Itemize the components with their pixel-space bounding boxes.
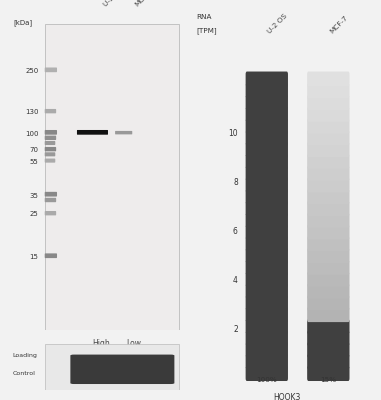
FancyBboxPatch shape: [246, 307, 288, 322]
FancyBboxPatch shape: [45, 141, 55, 145]
Text: 6: 6: [233, 227, 238, 236]
FancyBboxPatch shape: [307, 354, 349, 369]
Text: 70: 70: [29, 147, 38, 153]
Text: 55: 55: [30, 159, 38, 165]
Text: Control: Control: [12, 371, 35, 376]
FancyBboxPatch shape: [246, 366, 288, 381]
FancyBboxPatch shape: [307, 307, 349, 322]
FancyBboxPatch shape: [45, 344, 179, 390]
FancyBboxPatch shape: [246, 331, 288, 346]
FancyBboxPatch shape: [307, 236, 349, 252]
Text: [TPM]: [TPM]: [196, 27, 217, 34]
FancyBboxPatch shape: [307, 272, 349, 287]
Text: U-2 OS: U-2 OS: [267, 12, 289, 34]
FancyBboxPatch shape: [246, 201, 288, 216]
FancyBboxPatch shape: [246, 354, 288, 369]
FancyBboxPatch shape: [307, 142, 349, 157]
Text: HOOK3: HOOK3: [273, 393, 300, 400]
FancyBboxPatch shape: [307, 342, 349, 358]
FancyBboxPatch shape: [307, 260, 349, 275]
FancyBboxPatch shape: [246, 166, 288, 181]
FancyBboxPatch shape: [307, 201, 349, 216]
FancyBboxPatch shape: [307, 83, 349, 98]
FancyBboxPatch shape: [246, 72, 288, 86]
Text: 35: 35: [29, 193, 38, 199]
FancyBboxPatch shape: [246, 130, 288, 145]
Text: 10: 10: [228, 129, 238, 138]
Text: 15: 15: [29, 254, 38, 260]
FancyBboxPatch shape: [246, 272, 288, 287]
FancyBboxPatch shape: [45, 24, 179, 330]
Text: 130: 130: [25, 109, 38, 115]
Text: 4: 4: [233, 276, 238, 285]
FancyBboxPatch shape: [246, 213, 288, 228]
FancyBboxPatch shape: [307, 107, 349, 122]
FancyBboxPatch shape: [307, 154, 349, 169]
FancyBboxPatch shape: [307, 119, 349, 134]
FancyBboxPatch shape: [45, 152, 55, 156]
FancyBboxPatch shape: [246, 319, 288, 334]
FancyBboxPatch shape: [45, 68, 57, 72]
FancyBboxPatch shape: [45, 109, 56, 113]
FancyBboxPatch shape: [307, 284, 349, 298]
Text: MCF-7: MCF-7: [134, 0, 154, 8]
Text: 250: 250: [25, 68, 38, 74]
FancyBboxPatch shape: [307, 213, 349, 228]
FancyBboxPatch shape: [307, 130, 349, 145]
FancyBboxPatch shape: [115, 131, 132, 134]
FancyBboxPatch shape: [246, 236, 288, 252]
FancyBboxPatch shape: [246, 189, 288, 204]
FancyBboxPatch shape: [246, 295, 288, 310]
FancyBboxPatch shape: [246, 142, 288, 157]
FancyBboxPatch shape: [45, 130, 57, 135]
FancyBboxPatch shape: [246, 342, 288, 358]
Text: Low: Low: [126, 339, 141, 348]
FancyBboxPatch shape: [246, 225, 288, 240]
FancyBboxPatch shape: [70, 354, 174, 384]
FancyBboxPatch shape: [246, 260, 288, 275]
FancyBboxPatch shape: [246, 83, 288, 98]
FancyBboxPatch shape: [45, 158, 55, 163]
FancyBboxPatch shape: [246, 107, 288, 122]
FancyBboxPatch shape: [307, 166, 349, 181]
FancyBboxPatch shape: [246, 95, 288, 110]
Text: 100%: 100%: [256, 377, 277, 383]
FancyBboxPatch shape: [307, 331, 349, 346]
FancyBboxPatch shape: [45, 136, 56, 140]
Text: 2: 2: [233, 325, 238, 334]
FancyBboxPatch shape: [307, 225, 349, 240]
FancyBboxPatch shape: [307, 295, 349, 310]
Text: [kDa]: [kDa]: [13, 19, 32, 26]
Text: 100: 100: [25, 131, 38, 137]
FancyBboxPatch shape: [45, 192, 57, 196]
FancyBboxPatch shape: [246, 154, 288, 169]
FancyBboxPatch shape: [307, 248, 349, 263]
Text: Loading: Loading: [12, 353, 37, 358]
FancyBboxPatch shape: [246, 119, 288, 134]
Text: High: High: [92, 339, 110, 348]
FancyBboxPatch shape: [307, 319, 349, 334]
FancyBboxPatch shape: [45, 198, 56, 202]
FancyBboxPatch shape: [307, 366, 349, 381]
FancyBboxPatch shape: [307, 95, 349, 110]
Text: RNA: RNA: [196, 14, 212, 20]
Text: MCF-7: MCF-7: [328, 14, 349, 34]
FancyBboxPatch shape: [307, 178, 349, 192]
FancyBboxPatch shape: [45, 253, 57, 258]
FancyBboxPatch shape: [307, 189, 349, 204]
FancyBboxPatch shape: [45, 147, 56, 151]
Text: U-2 OS: U-2 OS: [102, 0, 124, 8]
Text: 8: 8: [233, 178, 238, 187]
FancyBboxPatch shape: [246, 178, 288, 192]
Text: 15%: 15%: [320, 377, 336, 383]
Text: 25: 25: [30, 212, 38, 218]
FancyBboxPatch shape: [246, 248, 288, 263]
FancyBboxPatch shape: [45, 211, 56, 215]
FancyBboxPatch shape: [246, 284, 288, 298]
FancyBboxPatch shape: [77, 130, 108, 135]
FancyBboxPatch shape: [307, 72, 349, 86]
